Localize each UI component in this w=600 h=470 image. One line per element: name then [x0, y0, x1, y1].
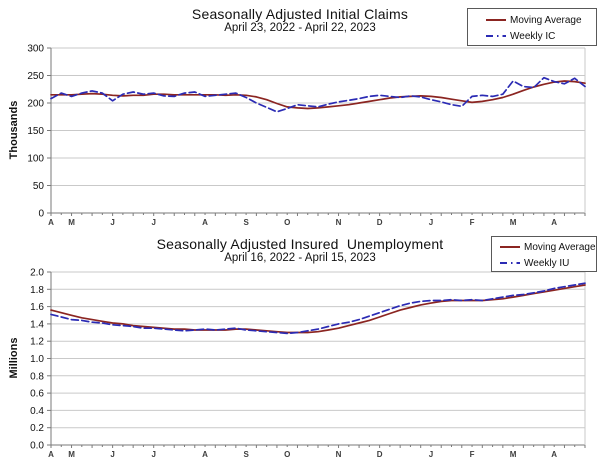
y-axis-labels: 0.0 0.2 0.4 0.6 0.8 1.0 1.2 1.4 1.6 1.8 2.0	[30, 268, 44, 452]
y-tick-label: 250	[27, 71, 44, 82]
series-lines	[50, 76, 586, 113]
legend-label: Weekly IC	[510, 30, 556, 42]
x-tick-label: D	[377, 450, 383, 459]
legend-item-weekly-ic: Weekly IC	[484, 28, 596, 44]
legend-item-moving-average: Moving Average	[498, 239, 596, 255]
legend-item-weekly-iu: Weekly IU	[498, 255, 596, 271]
y-tick-label: 1.6	[30, 302, 44, 313]
chart-subtitle: April 16, 2022 - April 15, 2023	[224, 252, 376, 264]
chart-subtitle: April 23, 2022 - April 22, 2023	[224, 22, 376, 34]
moving-average-line	[50, 80, 586, 110]
x-tick-label: M	[68, 450, 75, 459]
y-tick-label: 150	[27, 126, 44, 137]
y-tick-label: 1.2	[30, 337, 44, 348]
x-tick-label: M	[68, 218, 75, 227]
chart-legend: Moving Average Weekly IC	[467, 8, 597, 46]
y-tick-label: 0.0	[30, 441, 44, 452]
x-tick-label: O	[284, 218, 290, 227]
x-tick-label: A	[551, 450, 557, 459]
x-tick-label: F	[470, 218, 475, 227]
x-tick-label: N	[336, 450, 342, 459]
x-tick-label: J	[110, 218, 114, 227]
x-tick-label: A	[48, 218, 54, 227]
dashed-line-icon	[486, 35, 506, 37]
chart-title: Seasonally Adjusted Insured Unemployment	[156, 236, 444, 252]
chart-legend: Moving Average Weekly IU	[491, 236, 597, 272]
moving-average-line	[50, 284, 586, 334]
y-tick-label: 1.0	[30, 354, 44, 365]
x-tick-label: S	[243, 450, 249, 459]
x-tick-label: A	[48, 450, 54, 459]
legend-label: Weekly IU	[524, 257, 570, 269]
x-tick-label: J	[429, 450, 433, 459]
initial-claims-plot-area: 0 50 100 150 200 250 300 A M J J A S O N D J F M A	[27, 44, 586, 227]
insured-unemployment-plot-area: 0.0 0.2 0.4 0.6 0.8 1.0 1.2 1.4 1.6 1.8 2.0 A M J J A S O…	[30, 268, 586, 459]
x-tick-label: J	[110, 450, 114, 459]
axes	[47, 271, 586, 448]
solid-line-icon	[500, 246, 520, 248]
x-tick-label: A	[551, 218, 557, 227]
gridlines	[51, 47, 585, 214]
y-tick-label: 0.8	[30, 371, 44, 382]
weekly-line	[50, 76, 586, 113]
x-tick-label: J	[429, 218, 433, 227]
legend-item-moving-average: Moving Average	[484, 12, 596, 28]
x-tick-label: N	[336, 218, 342, 227]
x-tick-label: J	[151, 450, 155, 459]
y-tick-label: 0.6	[30, 389, 44, 400]
initial-claims-chart: Seasonally Adjusted Initial Claims April…	[0, 0, 600, 232]
y-tick-label: 200	[27, 99, 44, 110]
axes	[47, 47, 586, 216]
x-tick-label: M	[510, 218, 517, 227]
y-tick-label: 100	[27, 154, 44, 165]
y-tick-label: 0	[38, 209, 44, 220]
x-tick-label: S	[243, 218, 249, 227]
y-tick-label: 300	[27, 44, 44, 55]
y-tick-label: 0.4	[30, 406, 44, 417]
chart-title: Seasonally Adjusted Initial Claims	[191, 6, 409, 22]
x-tick-label: O	[284, 450, 290, 459]
x-tick-label: M	[510, 450, 517, 459]
y-axis-labels: 0 50 100 150 200 250 300	[27, 44, 44, 220]
weekly-line	[50, 282, 586, 335]
x-tick-label: J	[151, 218, 155, 227]
x-tick-label: A	[202, 450, 208, 459]
gridlines	[51, 271, 585, 446]
y-tick-label: 1.8	[30, 285, 44, 296]
y-tick-label: 50	[33, 181, 45, 192]
x-tick-label: F	[470, 450, 475, 459]
x-tick-label: A	[202, 218, 208, 227]
series-lines	[50, 282, 586, 335]
y-tick-label: 1.4	[30, 319, 44, 330]
x-tick-label: D	[377, 218, 383, 227]
solid-line-icon	[486, 19, 506, 21]
y-tick-label: 0.2	[30, 423, 44, 434]
dashed-line-icon	[500, 262, 520, 264]
legend-label: Moving Average	[510, 14, 582, 26]
insured-unemployment-chart: Seasonally Adjusted Insured Unemployment…	[0, 232, 600, 470]
y-tick-label: 2.0	[30, 268, 44, 279]
legend-label: Moving Average	[524, 241, 596, 253]
